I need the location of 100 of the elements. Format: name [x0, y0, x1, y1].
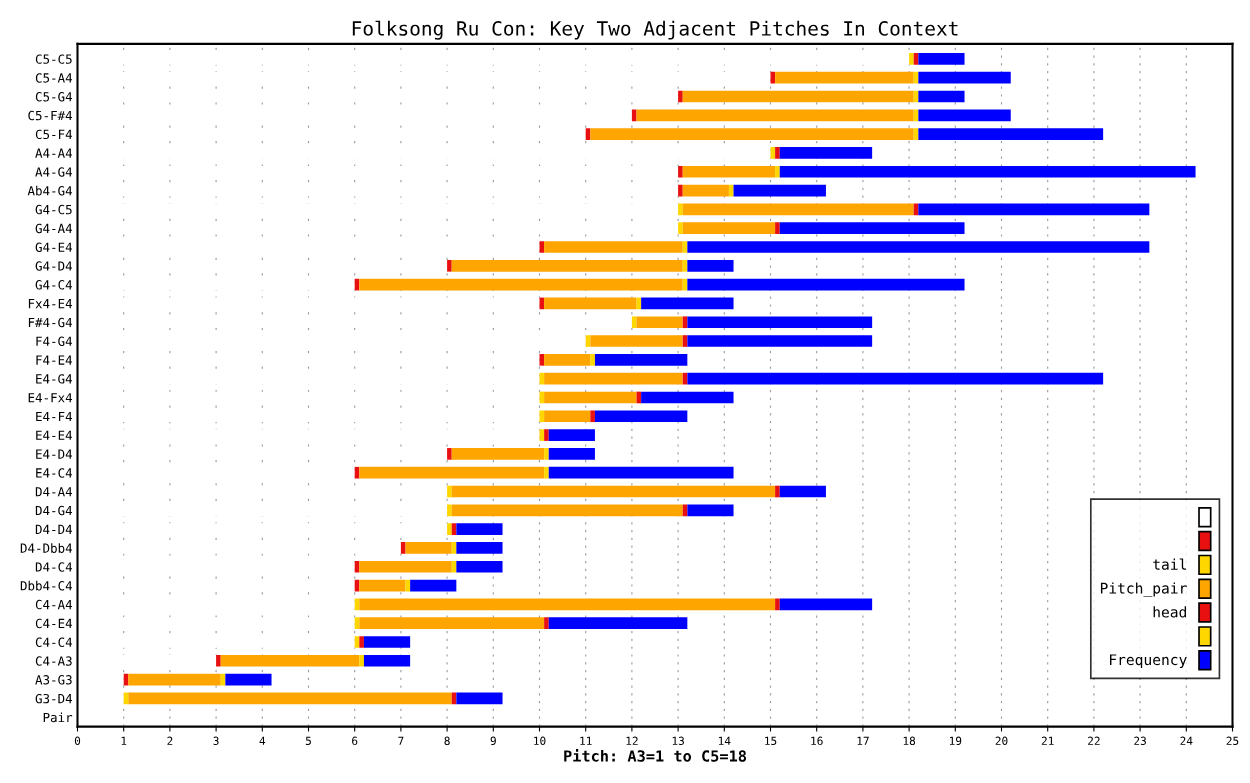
y-tick-label: C4-C4 — [35, 637, 73, 647]
bar — [918, 128, 1104, 140]
y-tick-label: C5-F#4 — [28, 110, 73, 121]
chart-title: Folksong Ru Con: Key Two Adjacent Pitches In Context — [352, 20, 958, 40]
y-tick-label: F4-G4 — [36, 336, 73, 346]
x-tick-label: 2 — [167, 736, 173, 745]
bar — [779, 598, 873, 611]
y-tick-label: G4-C5 — [35, 204, 72, 215]
y-tick-label: D4-D4 — [35, 524, 73, 534]
bar — [682, 90, 914, 103]
x-tick-label: 18 — [903, 736, 916, 746]
bar — [590, 354, 595, 366]
bar — [544, 410, 591, 423]
x-tick-label: 15 — [765, 736, 777, 746]
bar — [636, 109, 914, 122]
bar — [548, 429, 595, 441]
bar — [590, 128, 914, 140]
y-tick-label: C5-F4 — [35, 129, 73, 140]
x-tick-label: 20 — [995, 736, 1008, 746]
legend-label: head — [1153, 606, 1186, 618]
x-tick-label: 6 — [352, 736, 358, 746]
bar — [456, 692, 503, 705]
y-tick-label: D4-C4 — [35, 562, 73, 572]
y-tick-label: C5-C5 — [35, 54, 72, 64]
bar — [779, 485, 826, 498]
bar — [590, 410, 595, 423]
bar — [220, 654, 360, 667]
x-tick-label: 25 — [1226, 736, 1239, 746]
y-tick-label: F#4-G4 — [28, 317, 73, 328]
bar — [594, 410, 688, 423]
bar — [728, 184, 734, 197]
x-tick-label: 17 — [857, 736, 869, 745]
bar — [779, 222, 965, 235]
y-tick-label: E4-D4 — [36, 449, 73, 459]
bar — [359, 617, 545, 629]
x-tick-label: 22 — [1088, 736, 1100, 745]
bar — [359, 278, 683, 291]
bar — [544, 617, 549, 629]
bar — [359, 636, 364, 648]
bar — [451, 259, 683, 272]
bar — [687, 372, 1104, 385]
y-tick-label: D4-A4 — [35, 487, 73, 497]
bar — [775, 165, 780, 178]
bar — [225, 673, 272, 686]
y-tick-label: D4-Dbb4 — [20, 543, 73, 553]
bar — [447, 259, 452, 272]
bar — [918, 203, 1150, 216]
bar — [687, 335, 873, 347]
bar — [548, 448, 595, 460]
y-tick-label: Dbb4-C4 — [20, 580, 73, 591]
bar — [544, 448, 549, 460]
bar — [775, 71, 914, 84]
y-tick-label: Ab4-G4 — [27, 185, 73, 196]
bar — [544, 297, 637, 310]
bar — [544, 466, 549, 479]
y-tick-label: F4-E4 — [36, 355, 73, 365]
bar — [363, 636, 411, 648]
x-tick-label: 13 — [672, 736, 684, 746]
y-tick-label: E4-Fx4 — [28, 393, 73, 403]
y-tick-label: A4-G4 — [35, 167, 73, 177]
bar — [687, 241, 1150, 253]
y-tick-label: C5-A4 — [35, 73, 73, 83]
bar — [678, 165, 683, 178]
y-tick-label: G4-D4 — [35, 261, 73, 271]
bar — [733, 184, 826, 197]
y-tick-label: C4-A3 — [35, 656, 72, 666]
bar — [678, 90, 683, 103]
y-tick-label: Fx4-E4 — [28, 299, 73, 309]
x-tick-label: 11 — [580, 736, 592, 745]
bar — [687, 259, 734, 272]
y-tick-label: E4-E4 — [36, 430, 73, 440]
bar — [456, 523, 503, 535]
bar — [456, 560, 503, 573]
bar — [451, 485, 776, 498]
bar — [359, 598, 776, 611]
bar — [216, 654, 221, 667]
bar — [359, 579, 406, 592]
bar — [128, 673, 221, 686]
bar — [641, 297, 734, 310]
y-tick-label: E4-G4 — [36, 374, 73, 384]
bar — [631, 109, 637, 122]
x-tick-label: 23 — [1134, 736, 1146, 746]
bar — [405, 542, 452, 554]
bar — [410, 579, 457, 592]
bar — [451, 504, 683, 517]
bar — [918, 109, 1011, 122]
bar — [678, 203, 683, 216]
bar — [775, 147, 780, 159]
bar — [447, 448, 452, 460]
y-tick-label: D4-G4 — [35, 505, 73, 516]
bar — [909, 53, 914, 65]
bar — [775, 485, 780, 498]
bar — [359, 560, 452, 573]
x-tick-label: 5 — [305, 736, 311, 746]
legend-label: Pitch_pair — [1100, 582, 1187, 597]
x-tick-label: 16 — [811, 736, 823, 746]
x-tick-label: 12 — [626, 736, 638, 745]
bar — [544, 354, 591, 366]
bar — [641, 391, 734, 404]
bar — [682, 203, 914, 216]
